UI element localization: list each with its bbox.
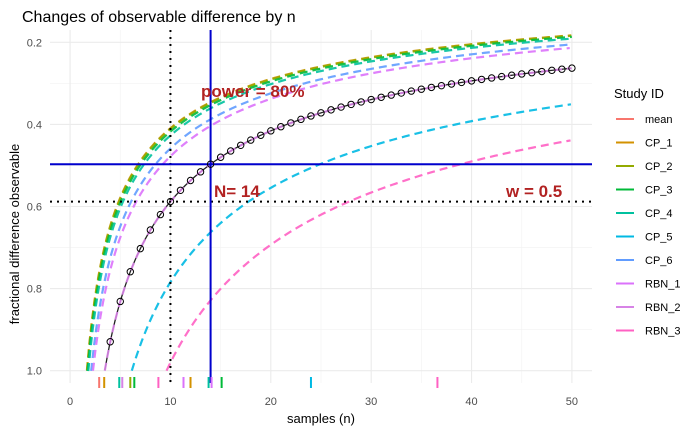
y-axis-ticks: 0.2 0.4 0.6 0.8 1.0: [27, 37, 42, 377]
legend-label-RBN_2: RBN_2: [645, 302, 680, 314]
mean-point: [226, 147, 235, 155]
series-line-RBN_3: [165, 139, 571, 372]
annotation-power: power = 80%: [201, 82, 304, 101]
mean-point: [528, 69, 536, 77]
y-tick-label: 0.4: [27, 119, 42, 131]
mean-point: [136, 244, 145, 253]
mean-point: [277, 123, 285, 131]
mean-point: [146, 226, 155, 234]
x-axis-ticks: 0 10 20 30 40 50: [67, 396, 578, 408]
mean-point: [538, 67, 546, 76]
series-lines: [85, 34, 572, 372]
mean-point: [247, 136, 255, 144]
mean-point: [106, 338, 114, 346]
mean-point: [558, 65, 566, 73]
y-tick-label: 0.8: [27, 284, 42, 296]
x-tick-label: 40: [465, 396, 477, 408]
mean-point: [267, 127, 275, 135]
mean-point: [166, 197, 175, 206]
mean-point: [347, 100, 355, 109]
y-tick-label: 0.6: [27, 202, 42, 214]
mean-point: [397, 89, 405, 97]
series-line-RBN_1: [91, 46, 570, 371]
x-tick-label: 10: [164, 396, 176, 408]
mean-point: [417, 85, 426, 93]
chart-title: Changes of observable difference by n: [22, 9, 296, 26]
mean-point: [367, 95, 375, 104]
mean-point: [477, 75, 486, 84]
series-line-RBN_2: [103, 67, 572, 371]
mean-point: [357, 98, 365, 106]
mean-point: [327, 106, 335, 114]
mean-point: [237, 141, 245, 149]
mean-point: [508, 71, 516, 79]
y-tick-label: 0.2: [27, 37, 42, 49]
mean-point: [186, 176, 195, 185]
mean-point: [548, 66, 556, 75]
x-axis-title: samples (n): [287, 411, 355, 426]
series-line-mean: [104, 67, 572, 371]
mean-point: [156, 210, 165, 219]
mean-point: [407, 87, 416, 95]
mean-point: [437, 81, 446, 90]
legend-label-mean: mean: [645, 114, 673, 126]
mean-point: [467, 77, 476, 85]
legend-label-RBN_1: RBN_1: [645, 279, 680, 291]
mean-point: [337, 103, 345, 111]
legend-label-RBN_3: RBN_3: [645, 326, 680, 338]
mean-point: [307, 112, 315, 120]
series-line-CP_1: [85, 34, 572, 371]
mean-point: [297, 115, 305, 124]
mean-point: [216, 153, 225, 161]
series-line-CP_6: [90, 43, 571, 372]
grid: [50, 30, 592, 383]
mean-point: [427, 83, 436, 92]
x-tick-label: 0: [67, 396, 73, 408]
legend-label-CP_6: CP_6: [645, 255, 673, 267]
mean-point: [196, 168, 205, 176]
series-line-CP_4: [87, 37, 571, 372]
mean-point: [387, 91, 395, 99]
x-tick-label: 20: [265, 396, 277, 408]
mean-point: [447, 80, 456, 88]
rug-marks: [98, 377, 439, 388]
mean-point: [568, 64, 576, 72]
legend-label-CP_2: CP_2: [645, 161, 673, 173]
series-line-CP_5: [130, 103, 572, 372]
series-line-CP_3: [86, 35, 572, 372]
mean-point: [257, 131, 265, 139]
annotation-n: N= 14: [214, 182, 260, 201]
mean-point: [497, 72, 506, 81]
mean-point: [176, 186, 185, 194]
legend-label-CP_5: CP_5: [645, 232, 673, 244]
legend-label-CP_3: CP_3: [645, 185, 673, 197]
mean-point: [487, 74, 496, 82]
legend-title: Study ID: [614, 86, 664, 101]
legend: mean CP_1 CP_2 CP_3 CP_4 CP_5 CP_6 RBN_1 RBN_2 RB…: [616, 114, 680, 338]
mean-point: [287, 119, 295, 127]
series-line-CP_2: [85, 34, 572, 371]
legend-label-CP_4: CP_4: [645, 208, 673, 220]
mean-point: [116, 297, 124, 306]
annotation-w: w = 0.5: [505, 182, 562, 201]
mean-point: [126, 268, 134, 276]
legend-label-CP_1: CP_1: [645, 138, 673, 150]
reference-lines: [50, 30, 592, 383]
y-axis-title: fractional difference observable: [7, 144, 22, 324]
x-tick-label: 30: [365, 396, 377, 408]
mean-point: [457, 78, 466, 87]
y-tick-label: 1.0: [27, 366, 42, 378]
mean-point: [377, 93, 385, 101]
x-tick-label: 50: [566, 396, 578, 408]
mean-point: [206, 160, 215, 168]
mean-point: [518, 70, 526, 78]
mean-point: [317, 109, 325, 117]
mean-points: [106, 64, 576, 346]
